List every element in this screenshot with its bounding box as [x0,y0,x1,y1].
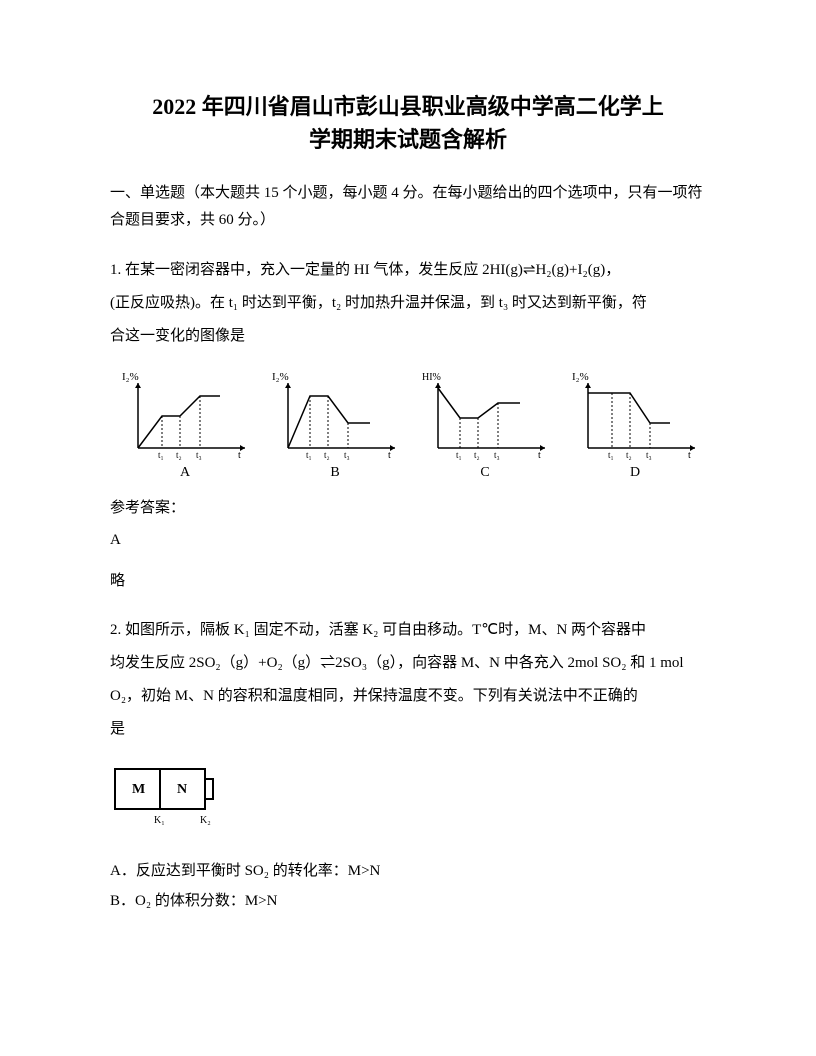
svg-text:t₃: t₃ [646,450,652,460]
q2-line2: 均发生反应 2SO₂（g）+O₂（g）⇌2SO₃（g），向容器 M、N 中各充入… [110,647,706,680]
q1-brief: 略 [110,569,706,590]
svg-text:t₃: t₃ [196,450,202,460]
q2-line3: O₂，初始 M、N 的容积和温度相同，并保持温度不变。下列有关说法中不正确的 [110,680,706,713]
svg-text:t₂: t₂ [474,450,480,460]
chart-d-label: D [630,465,640,481]
chart-a: I₂% t₁ t₂ t₃ t [120,368,250,463]
chart-a-box: I₂% t₁ t₂ t₃ t A [120,368,250,481]
chart-a-yaxis: I₂% [122,371,139,383]
q2-option-a: A．反应达到平衡时 SO₂ 的转化率：M>N [110,856,706,886]
charts-row: I₂% t₁ t₂ t₃ t A I₂% t₁ [120,368,706,481]
svg-text:t₁: t₁ [306,450,312,460]
question-2: 2. 如图所示，隔板 K₁ 固定不动，活塞 K₂ 可自由移动。T℃时，M、N 两… [110,614,706,746]
svg-text:t: t [688,450,691,461]
q1-line3: 合这一变化的图像是 [110,320,706,353]
chart-c: HI% t₁ t₂ t₃ t [420,368,550,463]
svg-text:t: t [538,450,541,461]
answer-label: 参考答案： [110,496,706,517]
svg-text:t₃: t₃ [344,450,350,460]
chart-c-label: C [480,465,489,481]
diagram-k1-label: K₁ [154,815,165,826]
svg-text:t₂: t₂ [324,450,330,460]
svg-text:t₁: t₁ [608,450,614,460]
chart-b: I₂% t₁ t₂ t₃ t [270,368,400,463]
chart-c-yaxis: HI% [422,372,441,383]
svg-text:t: t [238,450,241,461]
svg-text:t: t [388,450,391,461]
q2-line4: 是 [110,713,706,746]
svg-text:t₁: t₁ [456,450,462,460]
chart-b-label: B [330,465,339,481]
diagram-m-label: M [132,782,145,797]
chart-c-box: HI% t₁ t₂ t₃ t C [420,368,550,481]
svg-text:t₁: t₁ [158,450,164,460]
section-header: 一、单选题（本大题共 15 个小题，每小题 4 分。在每小题给出的四个选项中，只… [110,180,706,234]
q2-line1: 2. 如图所示，隔板 K₁ 固定不动，活塞 K₂ 可自由移动。T℃时，M、N 两… [110,614,706,647]
chart-d-box: I₂% t₁ t₂ t₃ t D [570,368,700,481]
chart-b-yaxis: I₂% [272,371,289,383]
q2-option-b: B．O₂ 的体积分数：M>N [110,886,706,916]
title-line-1: 2022 年四川省眉山市彭山县职业高级中学高二化学上 [110,90,706,123]
q1-line2: (正反应吸热)。在 t₁ 时达到平衡，t₂ 时加热升温并保温，到 t₃ 时又达到… [110,287,706,320]
diagram-k2-label: K₂ [200,815,211,826]
doc-title: 2022 年四川省眉山市彭山县职业高级中学高二化学上 学期期末试题含解析 [110,90,706,156]
chart-d-yaxis: I₂% [572,371,589,383]
svg-text:t₃: t₃ [494,450,500,460]
q1-answer: A [110,532,706,549]
title-line-2: 学期期末试题含解析 [110,123,706,156]
chart-a-label: A [180,465,190,481]
svg-text:t₂: t₂ [626,450,632,460]
chart-b-box: I₂% t₁ t₂ t₃ t B [270,368,400,481]
diagram-n-label: N [177,782,187,797]
svg-text:t₂: t₂ [176,450,182,460]
q2-diagram: M N K₁ K₂ [110,761,706,836]
chart-d: I₂% t₁ t₂ t₃ t [570,368,700,463]
q2-options: A．反应达到平衡时 SO₂ 的转化率：M>N B．O₂ 的体积分数：M>N [110,856,706,916]
question-1: 1. 在某一密闭容器中，充入一定量的 HI 气体，发生反应 2HI(g)⇌H₂(… [110,254,706,353]
q1-line1: 1. 在某一密闭容器中，充入一定量的 HI 气体，发生反应 2HI(g)⇌H₂(… [110,254,706,287]
